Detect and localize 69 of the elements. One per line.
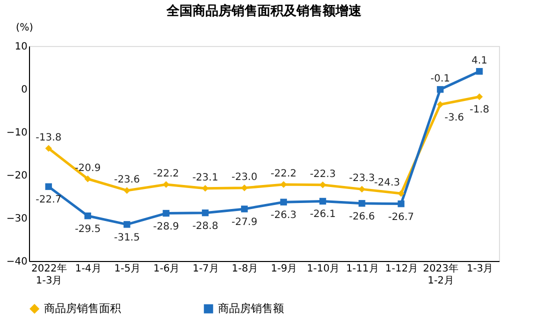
point xyxy=(280,181,287,188)
y-tick-label: −10 xyxy=(6,128,28,138)
data-label: -26.7 xyxy=(388,212,414,223)
point xyxy=(319,182,326,188)
point xyxy=(202,209,209,216)
point xyxy=(84,176,92,182)
point xyxy=(476,93,483,100)
point xyxy=(241,206,248,212)
point xyxy=(436,101,444,108)
x-tick-label: 1-6月 xyxy=(153,264,180,274)
y-tick-label: −40 xyxy=(6,256,28,268)
x-tick-label: 1-7月 xyxy=(192,264,219,274)
y-axis-title: (%) xyxy=(16,22,34,34)
data-label: 4.1 xyxy=(471,55,488,66)
data-label: -23.3 xyxy=(348,173,375,184)
legend-label: 商品房销售面积 xyxy=(44,302,121,315)
data-label: -23.0 xyxy=(231,172,258,183)
y-tick-label: 0 xyxy=(21,84,28,96)
x-tick-label: 1-3月 xyxy=(466,264,494,274)
point xyxy=(84,212,92,220)
point xyxy=(319,198,326,205)
point xyxy=(398,190,404,197)
data-label: -23.1 xyxy=(192,172,218,184)
x-tick-label: 1-11月 xyxy=(346,264,379,274)
x-tick-label: 1-12月 xyxy=(385,264,418,274)
point xyxy=(162,210,170,217)
data-label: -3.6 xyxy=(444,112,464,124)
legend-label: 商品房销售额 xyxy=(218,302,284,315)
data-label: -26.1 xyxy=(310,209,336,220)
point xyxy=(398,200,404,208)
point xyxy=(45,183,52,190)
data-label: -23.6 xyxy=(114,174,140,186)
point xyxy=(241,184,248,192)
y-tick-label: 10 xyxy=(14,42,28,52)
point xyxy=(476,68,483,75)
point xyxy=(280,198,287,206)
data-label: -26.6 xyxy=(348,211,375,222)
point xyxy=(358,200,366,207)
point xyxy=(162,181,170,188)
data-label: -28.9 xyxy=(153,221,180,232)
point xyxy=(358,186,366,193)
x-tick-label: 1-5月 xyxy=(114,264,141,274)
data-label: -27.9 xyxy=(231,216,258,228)
data-label: -22.2 xyxy=(270,168,297,180)
point xyxy=(124,187,130,194)
data-label: -26.3 xyxy=(270,210,297,222)
point xyxy=(436,86,444,93)
data-label: -31.5 xyxy=(114,232,140,244)
x-tick-label: 1-10月 xyxy=(306,264,340,274)
point xyxy=(124,221,130,228)
data-label: -22.2 xyxy=(153,168,180,180)
data-label: -13.8 xyxy=(36,132,62,144)
data-label: -1.8 xyxy=(470,104,490,116)
x-tick-label: 2023年 1-2月 xyxy=(423,262,458,286)
x-tick-label: 1-8月 xyxy=(232,264,258,274)
y-tick-label: −30 xyxy=(6,214,28,224)
data-label: -24.3 xyxy=(374,177,400,188)
x-tick-label: 2022年 1-3月 xyxy=(31,262,67,286)
chart-title: 全国商品房销售面积及销售额增速 xyxy=(166,3,362,19)
x-tick-label: 1-9月 xyxy=(270,264,298,274)
data-label: -28.8 xyxy=(192,220,218,232)
x-tick-label: 1-4月 xyxy=(75,264,102,274)
data-label: -0.1 xyxy=(430,73,450,84)
data-label: -22.7 xyxy=(36,194,62,206)
y-tick-label: −20 xyxy=(6,170,28,182)
data-label: -20.9 xyxy=(74,162,101,174)
data-label: -29.5 xyxy=(74,224,101,235)
data-label: -22.3 xyxy=(310,168,336,180)
point xyxy=(45,144,52,152)
